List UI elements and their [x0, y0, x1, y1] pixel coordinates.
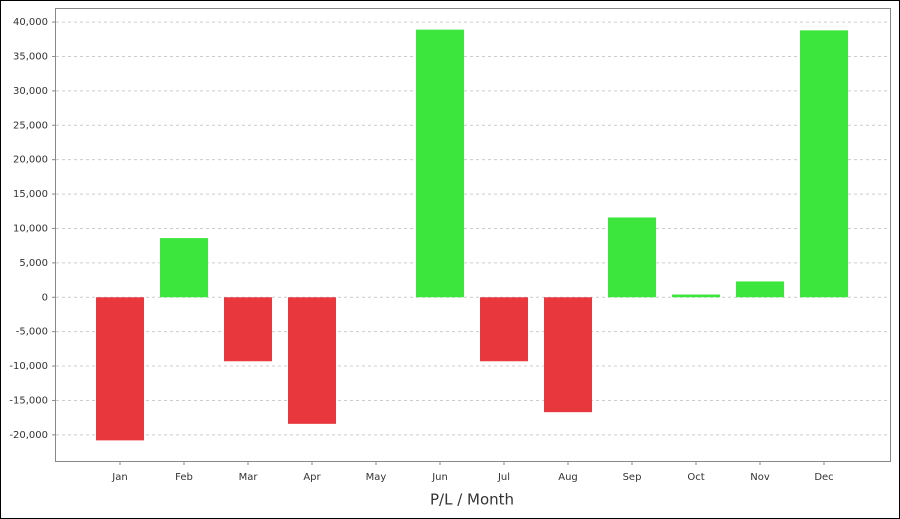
y-tick-label: 10,000: [13, 223, 48, 234]
y-tick-label: 40,000: [13, 17, 48, 28]
bar: [736, 281, 784, 298]
y-tick-label: 25,000: [13, 120, 48, 131]
y-tick-label: 15,000: [13, 189, 48, 200]
bar: [416, 29, 464, 298]
x-tick-label: Jan: [111, 472, 127, 483]
x-tick-label: May: [366, 472, 387, 483]
x-tick-label: Dec: [814, 472, 833, 483]
y-tick-label: -5,000: [16, 327, 48, 338]
y-tick-label: 35,000: [13, 51, 48, 62]
bar: [608, 217, 656, 298]
y-tick-label: -20,000: [9, 430, 48, 441]
y-tick-label: 5,000: [19, 258, 48, 269]
bar: [480, 297, 528, 362]
x-axis-label: P/L / Month: [430, 491, 514, 509]
y-tick-label: -15,000: [9, 395, 48, 406]
x-tick-label: Aug: [558, 472, 578, 483]
bar: [160, 238, 208, 298]
bar: [288, 297, 336, 424]
x-tick-label: Mar: [239, 472, 259, 483]
y-tick-label: 20,000: [13, 155, 48, 166]
plot-area: [55, 8, 891, 462]
x-tick-label: Oct: [687, 472, 704, 483]
y-tick-label: 30,000: [13, 86, 48, 97]
x-tick-label: Feb: [175, 472, 193, 483]
bar: [544, 297, 592, 413]
x-tick-label: Nov: [750, 472, 770, 483]
bar: [96, 297, 144, 441]
x-tick-label: Jul: [497, 472, 510, 483]
bar: [672, 294, 720, 298]
bar: [800, 30, 848, 298]
y-tick-label: -10,000: [9, 361, 48, 372]
x-tick-label: Jun: [431, 472, 448, 483]
y-tick-label: 0: [42, 292, 48, 303]
bar: [224, 297, 272, 362]
x-tick-label: Apr: [303, 472, 321, 483]
x-tick-label: Sep: [623, 472, 642, 483]
